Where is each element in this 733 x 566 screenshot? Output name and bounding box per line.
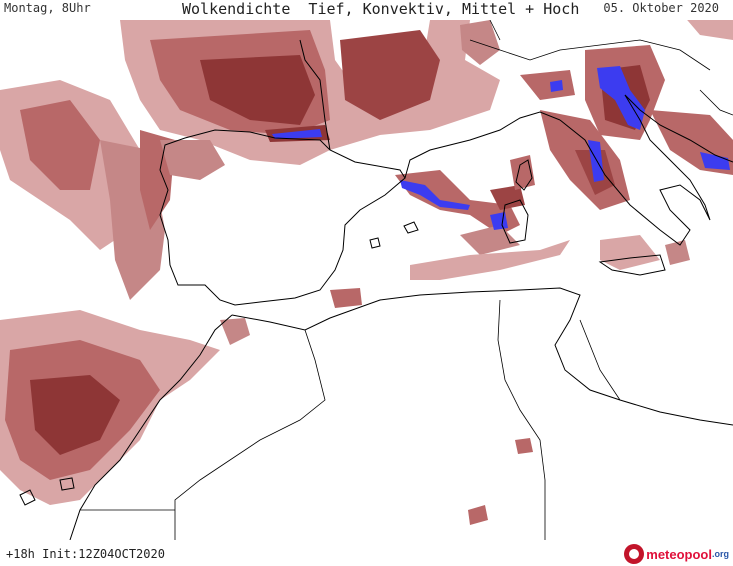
init-info: +18h Init:12Z04OCT2020 bbox=[6, 547, 165, 561]
convective-layer bbox=[272, 66, 730, 230]
coastline-layer bbox=[19, 19, 733, 540]
cloud-density-map bbox=[0, 0, 733, 540]
map-title: Wolkendichte Tief, Konvektiv, Mittel + H… bbox=[182, 0, 580, 18]
forecast-date: 05. Oktober 2020 bbox=[603, 1, 719, 15]
footer-bar bbox=[0, 540, 733, 566]
cloud-layer bbox=[0, 0, 733, 525]
brand-link[interactable]: meteopool .org bbox=[624, 544, 729, 564]
meteopool-logo-icon bbox=[624, 544, 645, 564]
brand-tld: .org bbox=[712, 549, 729, 559]
valid-time-label: Montag, 8Uhr bbox=[4, 1, 91, 15]
header-bar bbox=[0, 0, 733, 20]
brand-name: meteopool bbox=[646, 546, 712, 562]
